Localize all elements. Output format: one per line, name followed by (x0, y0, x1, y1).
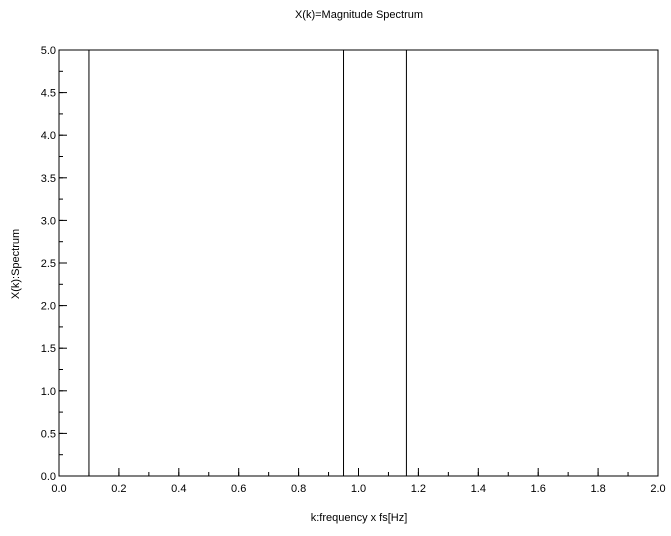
x-tick-label: 1.2 (411, 483, 426, 495)
x-tick-label: 0.4 (171, 483, 186, 495)
series-line (59, 50, 658, 476)
y-tick-label: 4.0 (41, 130, 56, 142)
x-tick-label: 0.0 (51, 483, 66, 495)
y-tick-label: 1.0 (41, 386, 56, 398)
y-tick-label: 2.0 (41, 301, 56, 313)
y-tick-label: 0.5 (41, 428, 56, 440)
x-tick-label: 0.2 (111, 483, 126, 495)
plot-area: 0.0 0.2 0.4 0.6 0.8 1.0 1.2 1.4 1.6 1.8 2.0 0.0 0.5 1… (41, 45, 666, 495)
y-tick-label: 3.0 (41, 215, 56, 227)
y-tick-label: 5.0 (41, 45, 56, 57)
y-tick-label: 0.0 (41, 471, 56, 483)
x-tick-label: 1.4 (471, 483, 486, 495)
x-tick-label: 1.6 (531, 483, 546, 495)
y-tick-label: 2.5 (41, 258, 56, 270)
x-tick-label: 0.8 (291, 483, 306, 495)
x-axis-label: k:frequency x fs[Hz] (311, 512, 408, 524)
y-tick-label: 1.5 (41, 343, 56, 355)
x-tick-label: 1.0 (351, 483, 366, 495)
y-tick-label: 4.5 (41, 88, 56, 100)
plot-frame (59, 50, 658, 476)
y-axis-label: X(k):Spectrum (10, 229, 22, 299)
chart-title: X(k)=Magnitude Spectrum (295, 9, 423, 21)
x-tick-label: 1.8 (590, 483, 605, 495)
x-tick-label: 0.6 (231, 483, 246, 495)
y-tick-label: 3.5 (41, 173, 56, 185)
x-tick-label: 2.0 (650, 483, 665, 495)
